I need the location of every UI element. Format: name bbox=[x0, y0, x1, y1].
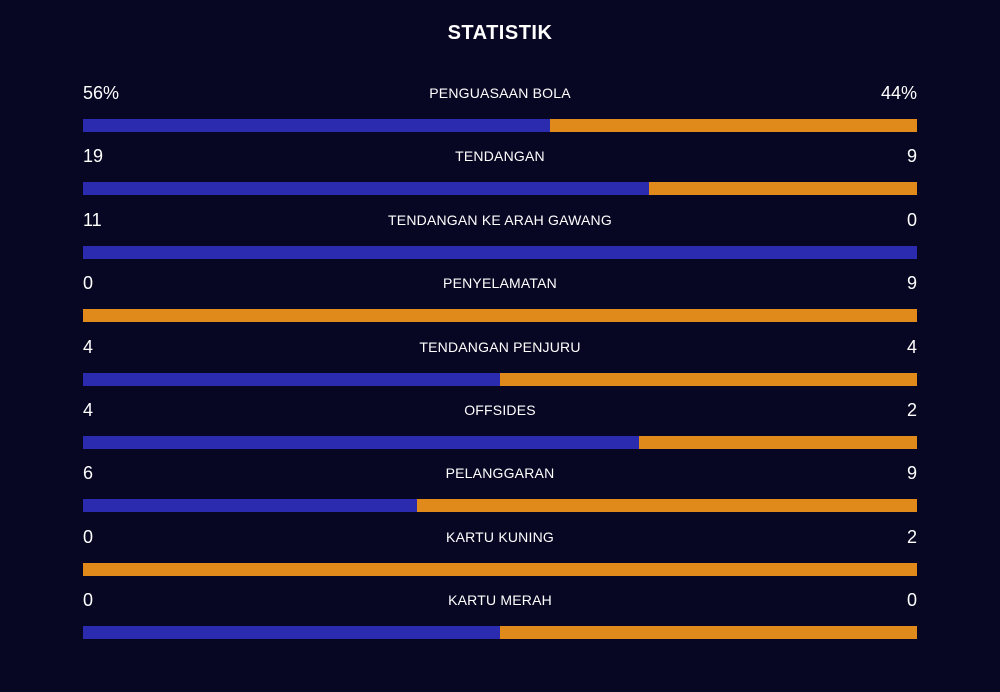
home-bar-segment bbox=[83, 245, 917, 259]
stat-label: PELANGGARAN bbox=[445, 465, 555, 482]
stats-list: 56% PENGUASAAN BOLA 44% 19 TENDANGAN 9 1… bbox=[83, 80, 917, 651]
stat-row-yellow-cards: 0 KARTU KUNING 2 bbox=[83, 524, 917, 587]
home-value: 0 bbox=[83, 526, 94, 547]
stat-label: TENDANGAN PENJURU bbox=[419, 338, 581, 355]
away-bar-segment bbox=[500, 372, 917, 386]
home-value: 19 bbox=[83, 146, 104, 167]
home-value: 6 bbox=[83, 463, 94, 484]
stat-label: KARTU MERAH bbox=[448, 592, 552, 609]
stat-row-fouls: 6 PELANGGARAN 9 bbox=[83, 460, 917, 523]
comparison-bar bbox=[83, 119, 917, 132]
away-value: 44% bbox=[880, 83, 917, 103]
away-bar-segment bbox=[83, 562, 917, 576]
stat-row-offsides: 4 OFFSIDES 2 bbox=[83, 397, 917, 460]
comparison-bar bbox=[83, 309, 917, 323]
comparison-bar bbox=[83, 245, 917, 259]
stats-title: STATISTIK bbox=[447, 22, 553, 44]
away-bar-segment bbox=[416, 499, 917, 513]
home-bar-segment bbox=[83, 372, 500, 386]
home-bar-segment bbox=[83, 499, 417, 513]
comparison-bar bbox=[83, 626, 917, 640]
comparison-bar bbox=[83, 562, 917, 576]
away-bar-segment bbox=[639, 435, 917, 449]
home-value: 56% bbox=[83, 83, 120, 103]
stat-label: PENGUASAAN BOLA bbox=[429, 85, 571, 101]
away-value: 2 bbox=[906, 526, 917, 547]
home-value: 4 bbox=[83, 336, 94, 357]
stat-row-red-cards: 0 KARTU MERAH 0 bbox=[83, 587, 917, 650]
comparison-bar bbox=[83, 182, 917, 196]
away-value: 9 bbox=[906, 463, 917, 484]
away-bar-segment bbox=[649, 182, 917, 196]
comparison-bar bbox=[83, 372, 917, 386]
stat-row-possession: 56% PENGUASAAN BOLA 44% bbox=[83, 80, 917, 143]
stat-label: TENDANGAN bbox=[455, 148, 545, 165]
away-bar-segment bbox=[83, 309, 917, 323]
away-bar-segment bbox=[550, 119, 917, 132]
stat-label: KARTU KUNING bbox=[446, 528, 554, 545]
away-value: 2 bbox=[906, 399, 917, 420]
comparison-bar bbox=[83, 499, 917, 513]
home-value: 0 bbox=[83, 590, 94, 611]
away-bar-segment bbox=[500, 626, 917, 640]
home-bar-segment bbox=[83, 435, 640, 449]
stat-row-shots: 19 TENDANGAN 9 bbox=[83, 143, 917, 206]
stat-label: PENYELAMATAN bbox=[443, 275, 557, 292]
home-bar-segment bbox=[83, 119, 551, 132]
home-bar-segment bbox=[83, 626, 500, 640]
home-value: 4 bbox=[83, 399, 94, 420]
comparison-bar bbox=[83, 435, 917, 449]
away-value: 9 bbox=[906, 273, 917, 294]
away-value: 0 bbox=[906, 209, 917, 230]
stat-row-saves: 0 PENYELAMATAN 9 bbox=[83, 270, 917, 333]
stat-row-corners: 4 TENDANGAN PENJURU 4 bbox=[83, 334, 917, 397]
home-value: 0 bbox=[83, 273, 94, 294]
home-value: 11 bbox=[83, 209, 102, 230]
stat-row-shots-on-target: 11 TENDANGAN KE ARAH GAWANG 0 bbox=[83, 207, 917, 270]
away-value: 9 bbox=[906, 146, 917, 167]
home-bar-segment bbox=[83, 182, 650, 196]
away-value: 4 bbox=[906, 336, 917, 357]
stat-label: OFFSIDES bbox=[464, 401, 536, 418]
away-value: 0 bbox=[906, 590, 917, 611]
stat-label: TENDANGAN KE ARAH GAWANG bbox=[388, 211, 612, 228]
